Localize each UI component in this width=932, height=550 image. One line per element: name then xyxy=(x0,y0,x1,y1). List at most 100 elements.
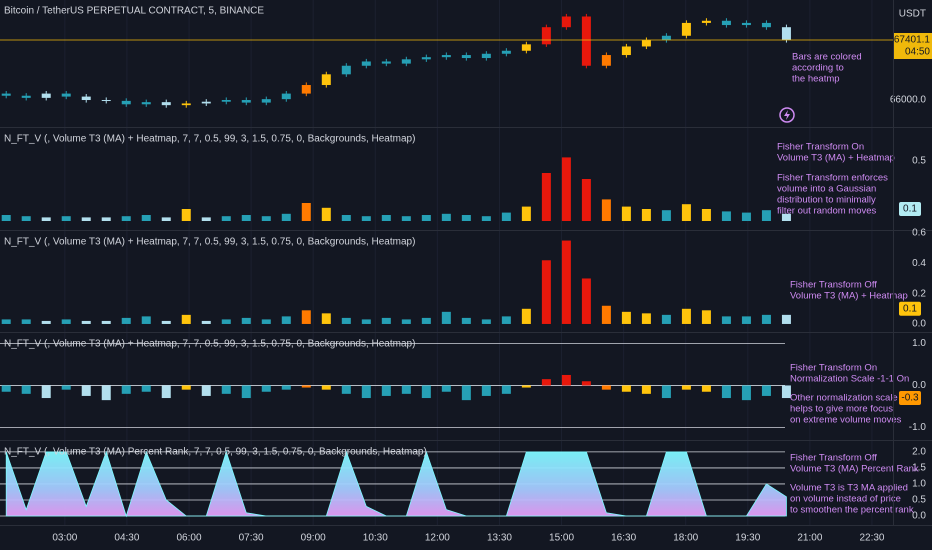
volume-bar xyxy=(121,317,131,324)
candle-body xyxy=(201,101,211,104)
volume-bar xyxy=(721,385,731,399)
volume-bar xyxy=(281,213,291,221)
volume-bar xyxy=(521,308,531,324)
volume-bar xyxy=(741,385,751,401)
current-value-label: 0.1 xyxy=(903,303,917,314)
volume-bar xyxy=(181,209,191,221)
volume-bar xyxy=(181,385,191,390)
candle-body xyxy=(521,44,531,51)
annotation: Fisher Transform Off xyxy=(790,280,877,291)
pane-title: Bitcoin / TetherUS PERPETUAL CONTRACT, 5… xyxy=(4,6,264,17)
volume-bar xyxy=(541,173,551,221)
annotation: Volume T3 (MA) Percent Rank xyxy=(790,464,919,475)
candle-body xyxy=(401,59,411,64)
volume-bar xyxy=(121,385,131,394)
volume-bar xyxy=(641,385,651,394)
time-tick-label: 03:00 xyxy=(52,533,77,544)
volume-bar xyxy=(681,385,691,390)
volume-bar xyxy=(401,216,411,221)
volume-bar xyxy=(761,314,771,324)
annotation: Fisher Transform On xyxy=(790,363,877,374)
volume-bar xyxy=(241,215,251,221)
candle-body xyxy=(361,61,371,66)
y-tick-label: -1.0 xyxy=(909,422,927,433)
volume-bar xyxy=(501,385,511,394)
volume-bar xyxy=(461,317,471,324)
y-tick-label: 0.6 xyxy=(912,228,926,239)
candle-body xyxy=(561,16,571,28)
candle-body xyxy=(461,55,471,59)
candle-body xyxy=(721,20,731,26)
candle-body xyxy=(1,93,11,96)
candle-body xyxy=(441,55,451,58)
pane-title: N_FT_V (, Volume T3 (MA) + Heatmap, 7, 7… xyxy=(4,237,415,248)
volume-bar xyxy=(201,217,211,221)
annotation: Fisher Transform On xyxy=(777,142,864,153)
volume-bar xyxy=(381,215,391,221)
y-tick-label: 1.0 xyxy=(912,479,926,490)
percent-rank-area xyxy=(5,450,787,518)
volume-bar xyxy=(601,305,611,324)
volume-bar xyxy=(661,314,671,324)
pane-title: N_FT_V (, Volume T3 (MA) + Heatmap, 7, 7… xyxy=(4,339,415,350)
volume-bar xyxy=(681,204,691,221)
candle-body xyxy=(41,93,51,98)
volume-bar xyxy=(221,319,231,324)
volume-bar xyxy=(441,213,451,221)
volume-bar xyxy=(141,215,151,221)
volume-bar xyxy=(581,381,591,386)
candle-body xyxy=(741,22,751,26)
volume-bar xyxy=(621,385,631,392)
annotation: Volume T3 is T3 MA applied xyxy=(790,483,908,494)
candle-body xyxy=(261,99,271,103)
volume-bar xyxy=(321,313,331,324)
annotation: helps to give more focus xyxy=(790,404,893,415)
annotation: distribution to minimally xyxy=(777,195,876,206)
y-tick-label: 0.5 xyxy=(912,495,926,506)
y-tick-label: 0.0 xyxy=(912,319,926,330)
candle-body xyxy=(221,100,231,102)
volume-bar xyxy=(381,385,391,396)
current-value-box xyxy=(899,391,921,406)
volume-bar xyxy=(261,216,271,221)
volume-bar xyxy=(381,317,391,324)
alert-icon[interactable] xyxy=(779,107,795,123)
candle-body xyxy=(501,50,511,54)
volume-bar xyxy=(161,385,171,399)
volume-bar xyxy=(221,385,231,394)
volume-bar xyxy=(61,319,71,324)
volume-bar xyxy=(141,385,151,392)
volume-bar xyxy=(21,216,31,221)
candle-body xyxy=(421,57,431,60)
volume-bar xyxy=(581,278,591,324)
volume-bar xyxy=(761,385,771,396)
volume-bar xyxy=(301,203,311,221)
volume-bar xyxy=(121,216,131,221)
y-tick-label: 0.5 xyxy=(912,156,926,167)
volume-bar xyxy=(681,308,691,324)
currency: USDT xyxy=(899,9,926,20)
volume-bar xyxy=(401,319,411,324)
volume-bar xyxy=(341,385,351,394)
volume-bar xyxy=(561,374,571,386)
candle-body xyxy=(21,95,31,98)
volume-bar xyxy=(541,260,551,324)
candle-body xyxy=(781,27,791,41)
volume-bar xyxy=(781,385,791,399)
annotation: according to xyxy=(792,63,844,74)
volume-bar xyxy=(501,316,511,324)
volume-bar xyxy=(561,157,571,221)
volume-bar xyxy=(221,216,231,221)
volume-bar xyxy=(421,385,431,399)
candle-body xyxy=(621,46,631,56)
candle-body xyxy=(81,96,91,101)
annotation: the heatmp xyxy=(792,74,840,85)
volume-bar xyxy=(441,385,451,392)
volume-bar xyxy=(361,216,371,221)
volume-bar xyxy=(181,314,191,324)
y-tick-label: 0.2 xyxy=(912,288,926,299)
volume-bar xyxy=(301,310,311,324)
annotation: Other normalization scale xyxy=(790,393,898,404)
annotation: volume into a Gaussian xyxy=(777,184,876,195)
annotation: Fisher Transform Off xyxy=(790,453,877,464)
